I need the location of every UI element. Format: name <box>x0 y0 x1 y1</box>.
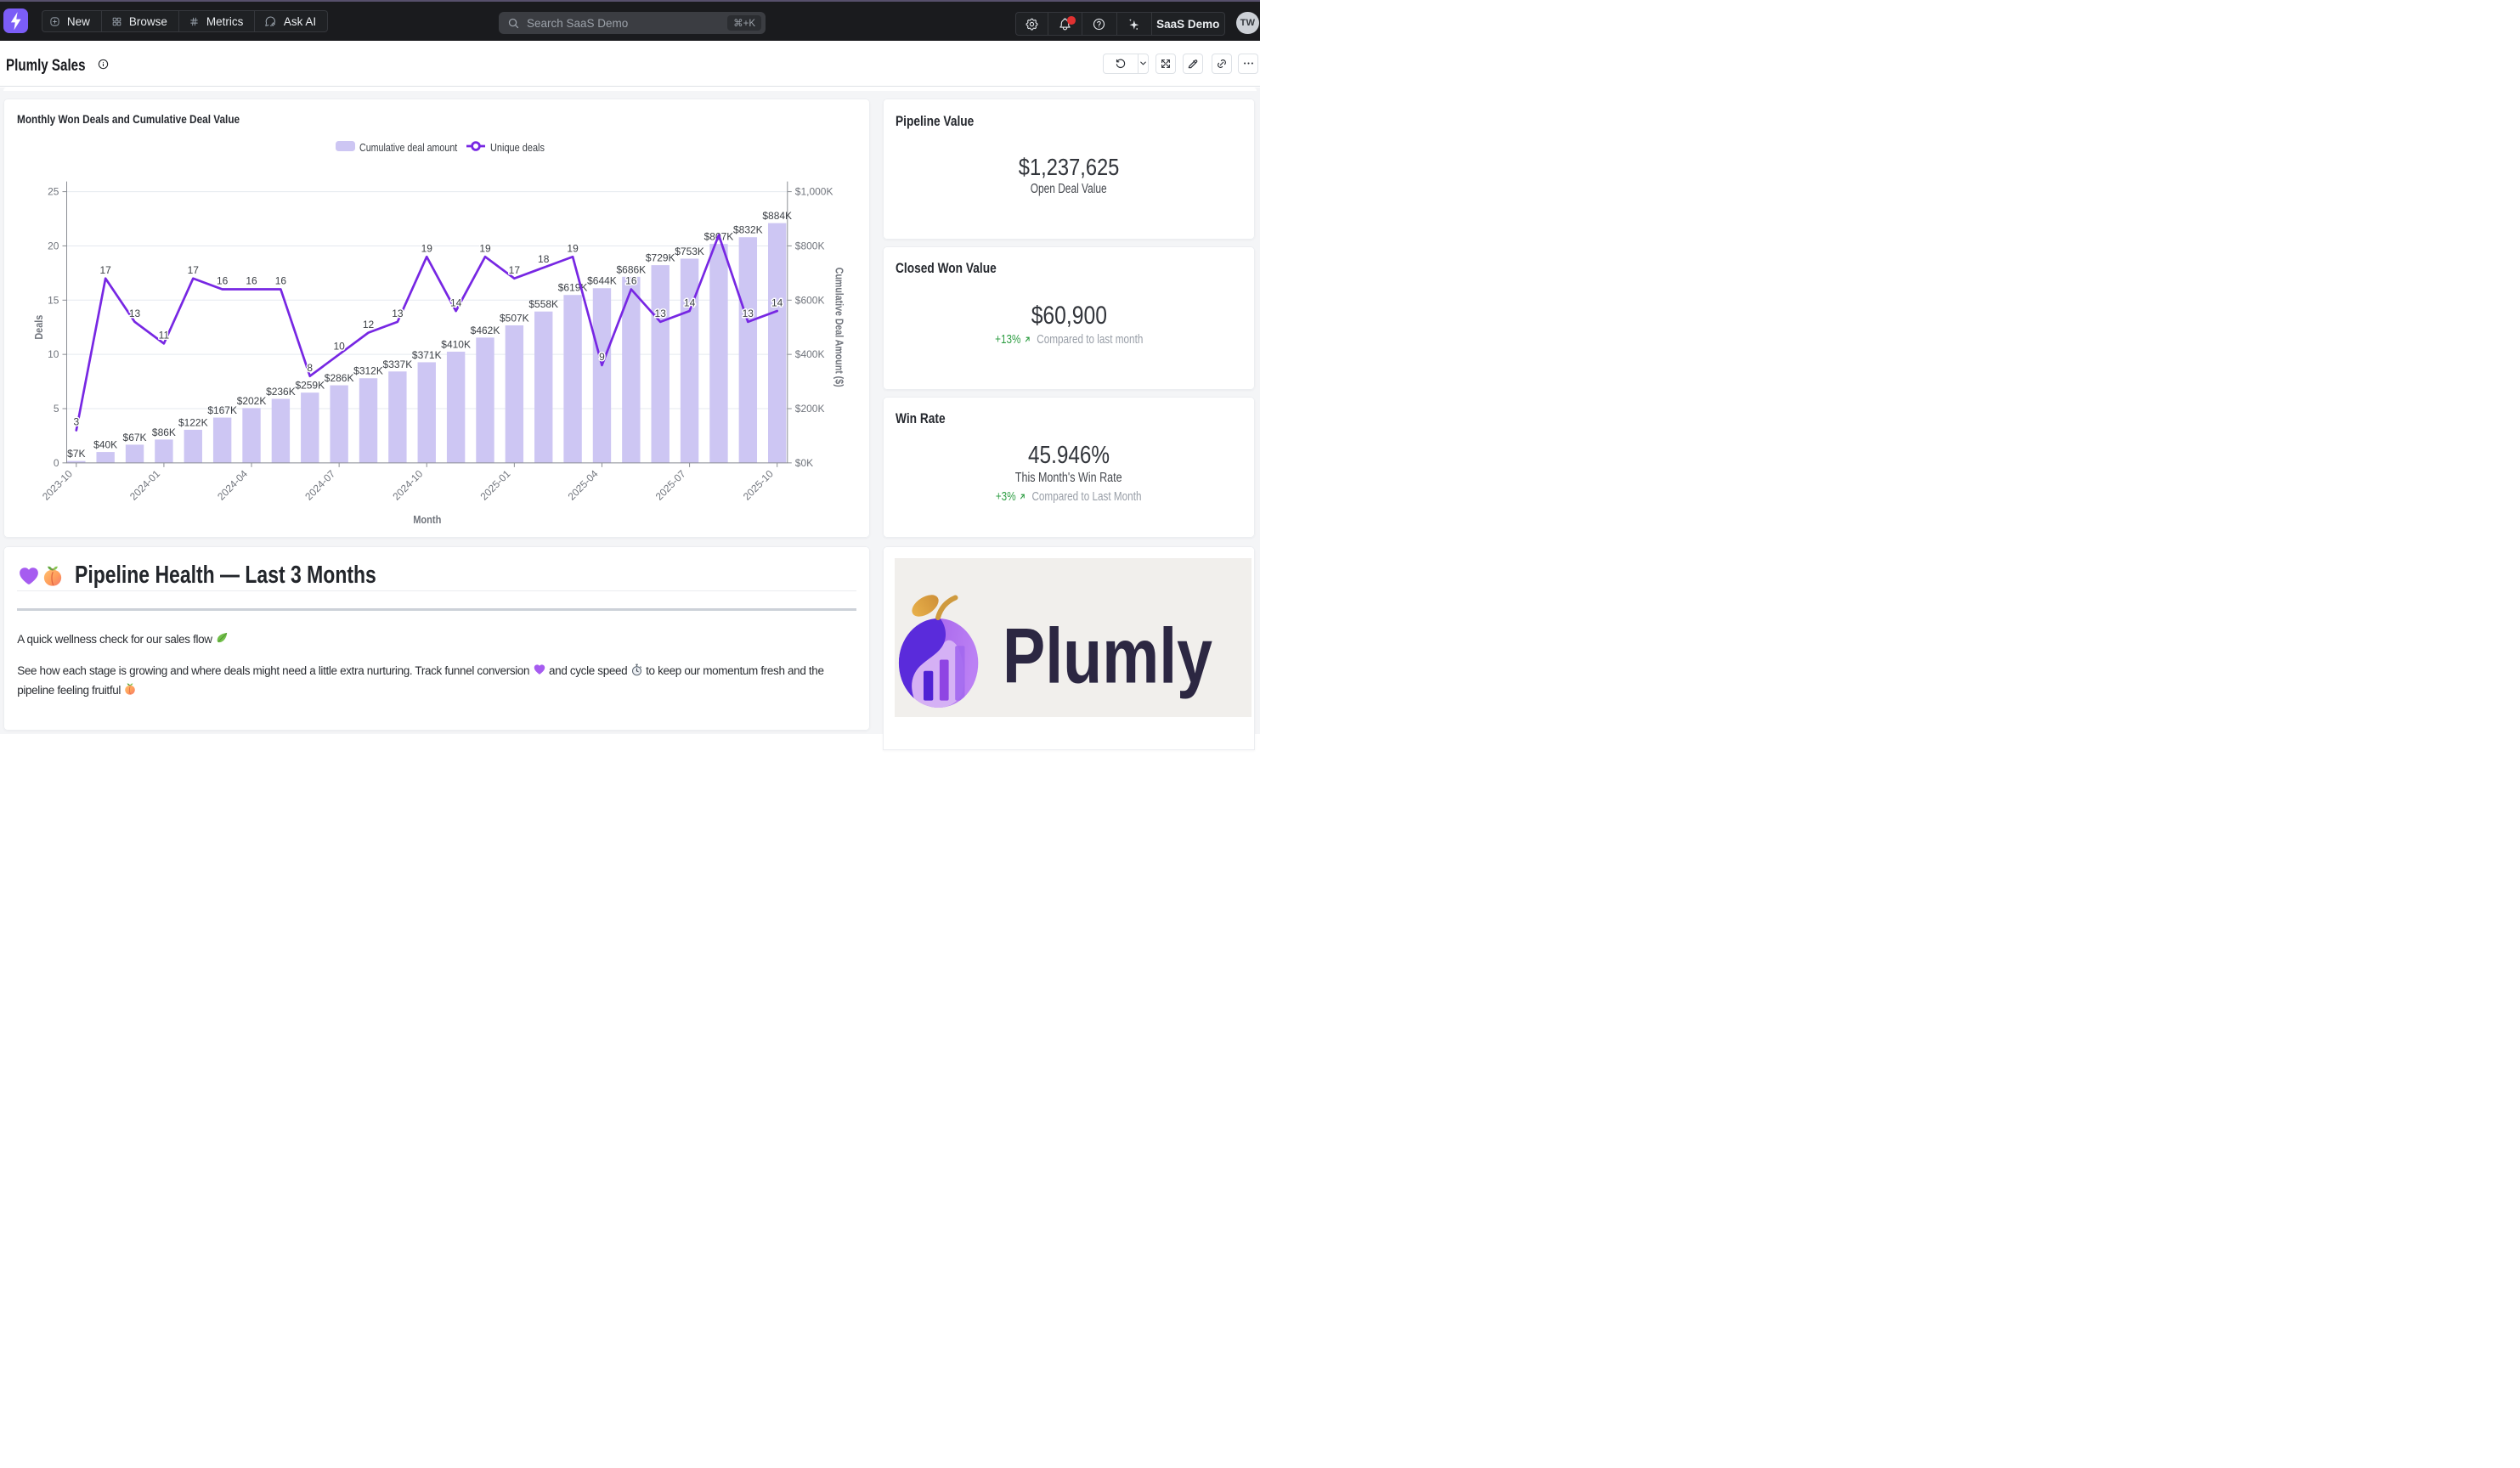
svg-text:Deals: Deals <box>33 315 45 340</box>
svg-text:$86K: $86K <box>152 426 176 438</box>
svg-text:19: 19 <box>480 243 492 255</box>
svg-text:17: 17 <box>100 264 112 276</box>
svg-text:Month: Month <box>413 514 441 526</box>
svg-text:14: 14 <box>771 297 783 309</box>
svg-text:13: 13 <box>392 308 404 319</box>
svg-text:13: 13 <box>129 308 141 319</box>
svg-text:16: 16 <box>625 275 637 287</box>
svg-text:12: 12 <box>363 319 375 330</box>
svg-text:2025-01: 2025-01 <box>478 468 513 503</box>
svg-text:$371K: $371K <box>412 349 442 361</box>
svg-text:Cumulative Deal Amount ($): Cumulative Deal Amount ($) <box>833 268 845 387</box>
svg-text:2024-01: 2024-01 <box>127 468 162 503</box>
svg-text:$0K: $0K <box>795 457 813 469</box>
svg-text:Plumly: Plumly <box>1003 612 1212 699</box>
svg-text:0: 0 <box>54 457 59 469</box>
svg-text:$884K: $884K <box>763 211 793 223</box>
svg-text:25: 25 <box>48 186 59 198</box>
svg-text:19: 19 <box>568 243 579 255</box>
svg-text:11: 11 <box>159 330 170 342</box>
svg-text:9: 9 <box>599 352 605 364</box>
svg-text:$686K: $686K <box>617 264 647 276</box>
svg-text:$200K: $200K <box>795 403 825 415</box>
svg-text:5: 5 <box>54 403 59 415</box>
svg-text:2024-04: 2024-04 <box>215 468 250 503</box>
svg-text:2023-10: 2023-10 <box>40 468 75 503</box>
svg-text:$507K: $507K <box>500 313 529 325</box>
svg-text:2024-10: 2024-10 <box>391 468 426 503</box>
svg-text:8: 8 <box>308 362 314 374</box>
svg-text:$167K: $167K <box>208 404 238 416</box>
svg-text:16: 16 <box>275 275 287 287</box>
svg-text:$40K: $40K <box>93 439 117 451</box>
svg-text:$558K: $558K <box>529 299 559 311</box>
svg-text:17: 17 <box>509 264 521 276</box>
svg-text:2024-07: 2024-07 <box>302 468 337 503</box>
svg-text:$337K: $337K <box>383 359 413 370</box>
svg-text:13: 13 <box>655 308 667 319</box>
svg-text:10: 10 <box>48 349 59 361</box>
svg-text:2025-04: 2025-04 <box>566 468 601 503</box>
svg-text:20: 20 <box>48 240 59 252</box>
svg-text:$600K: $600K <box>795 295 825 307</box>
svg-text:$202K: $202K <box>237 395 267 407</box>
svg-text:19: 19 <box>421 243 433 255</box>
svg-text:$236K: $236K <box>266 386 296 398</box>
svg-text:$67K: $67K <box>123 432 147 443</box>
svg-text:$259K: $259K <box>296 380 325 392</box>
svg-text:$753K: $753K <box>675 246 704 257</box>
svg-text:$462K: $462K <box>471 325 500 336</box>
svg-text:13: 13 <box>743 308 754 319</box>
svg-text:2025-10: 2025-10 <box>741 468 776 503</box>
svg-text:$410K: $410K <box>441 339 471 351</box>
svg-text:$400K: $400K <box>795 349 825 361</box>
svg-text:$286K: $286K <box>325 372 354 384</box>
svg-text:16: 16 <box>246 275 258 287</box>
svg-text:3: 3 <box>74 416 80 428</box>
svg-text:17: 17 <box>188 264 200 276</box>
svg-text:18: 18 <box>538 254 550 266</box>
svg-text:$1,000K: $1,000K <box>795 186 833 198</box>
svg-text:10: 10 <box>334 341 346 353</box>
svg-text:14: 14 <box>450 297 462 309</box>
svg-text:15: 15 <box>48 295 59 307</box>
svg-text:$800K: $800K <box>795 240 825 252</box>
svg-text:$644K: $644K <box>587 275 617 287</box>
svg-text:$729K: $729K <box>646 252 675 264</box>
svg-text:$7K: $7K <box>67 449 85 460</box>
svg-text:$312K: $312K <box>353 365 383 377</box>
svg-text:$832K: $832K <box>733 224 763 236</box>
svg-text:16: 16 <box>217 275 229 287</box>
svg-text:14: 14 <box>684 297 696 309</box>
svg-text:2025-07: 2025-07 <box>653 468 688 503</box>
svg-text:$122K: $122K <box>178 417 208 429</box>
